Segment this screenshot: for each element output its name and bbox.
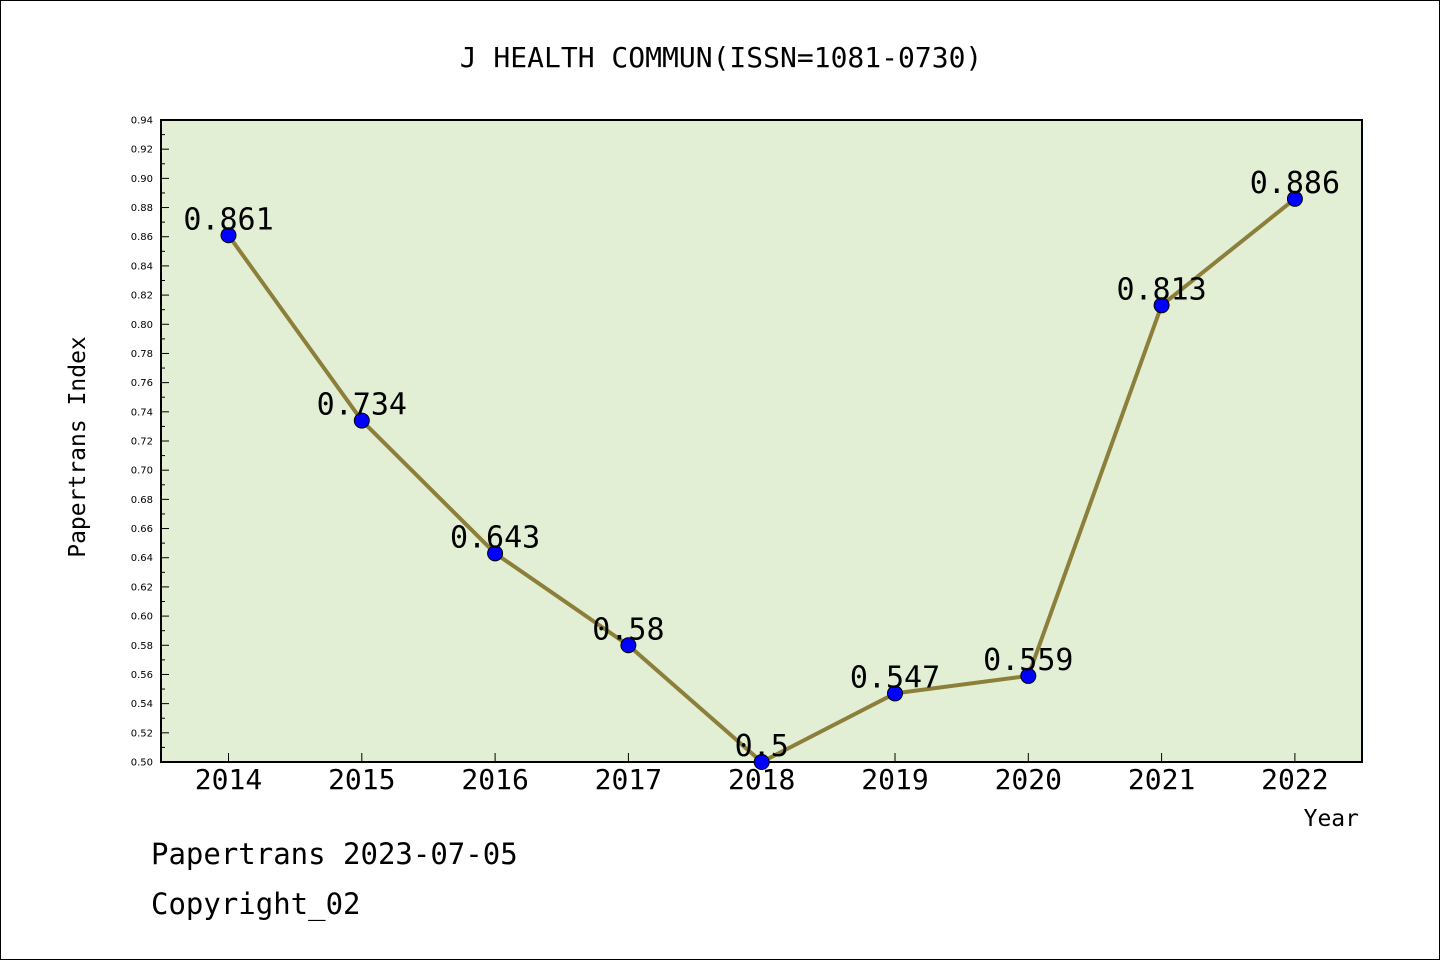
data-point	[1153, 297, 1170, 314]
data-point	[887, 685, 903, 702]
y-axis-label: Papertrans Index	[65, 336, 91, 558]
x-tick-label: 2019	[861, 763, 928, 796]
data-label: 0.886	[1250, 166, 1340, 201]
data-label: 0.813	[1116, 272, 1206, 307]
plot-area	[160, 119, 1363, 763]
x-axis-label: Year	[1304, 806, 1359, 832]
data-label: 0.559	[983, 643, 1073, 678]
data-label: 0.547	[850, 660, 940, 695]
y-tick-label: 0.78	[131, 349, 153, 360]
y-tick-label: 0.82	[131, 291, 153, 302]
data-label: 0.643	[450, 520, 540, 555]
y-tick-label: 0.68	[131, 495, 153, 506]
data-point	[1020, 667, 1037, 684]
y-tick-label: 0.80	[131, 320, 153, 331]
series-group: 0.861 0.734 0.643 0.58 0.5 0.547 0.559 0.813 0.8…	[183, 166, 1340, 770]
y-tick-label: 0.72	[131, 437, 153, 448]
y-tick-label: 0.90	[131, 174, 153, 185]
y-tick-label: 0.58	[131, 641, 153, 652]
y-tick-label: 0.86	[131, 232, 153, 243]
y-tick-label: 0.92	[131, 145, 153, 156]
data-label: 0.5	[735, 729, 789, 764]
x-tick-label: 2016	[461, 763, 528, 796]
y-tick-label: 0.50	[131, 758, 153, 769]
y-tick-label: 0.88	[131, 203, 153, 214]
data-label: 0.861	[183, 202, 273, 237]
data-point	[753, 754, 770, 770]
chart-title: J HEALTH COMMUN(ISSN=1081-0730)	[460, 41, 983, 74]
y-tick-label: 0.64	[131, 553, 153, 564]
data-point	[353, 412, 370, 429]
y-tick-label: 0.60	[131, 612, 153, 623]
data-point	[620, 637, 637, 654]
y-tick-label: 0.76	[131, 378, 153, 389]
y-tick-label: 0.66	[131, 524, 153, 535]
x-tick-label: 2020	[995, 763, 1062, 796]
data-label: 0.58	[592, 612, 664, 647]
x-axis: 2014 2015 2016 2017 2018 2019 2020 2021 2022	[195, 753, 1329, 796]
x-tick-label: 2015	[328, 763, 395, 796]
y-tick-label: 0.54	[131, 699, 153, 710]
y-tick-label: 0.94	[131, 116, 153, 127]
y-tick-label: 0.74	[131, 407, 153, 418]
data-point	[487, 545, 504, 562]
y-tick-label: 0.70	[131, 466, 153, 477]
x-tick-label: 2022	[1261, 763, 1328, 796]
x-tick-label: 2014	[195, 763, 262, 796]
x-tick-label: 2021	[1128, 763, 1195, 796]
data-point	[220, 227, 237, 244]
y-tick-label: 0.84	[131, 261, 153, 272]
y-tick-label: 0.62	[131, 582, 153, 593]
footer-copyright: Copyright_02	[151, 887, 361, 921]
y-axis: 0.50 0.52 0.54 0.56 0.58 0.60 0.62 0.64 0.66 0.68…	[131, 116, 169, 769]
data-point	[1286, 190, 1303, 207]
footer-date: Papertrans 2023-07-05	[151, 837, 518, 871]
data-label: 0.734	[317, 388, 407, 423]
x-tick-label: 2017	[595, 763, 662, 796]
y-tick-label: 0.52	[131, 728, 153, 739]
y-tick-label: 0.56	[131, 670, 153, 681]
